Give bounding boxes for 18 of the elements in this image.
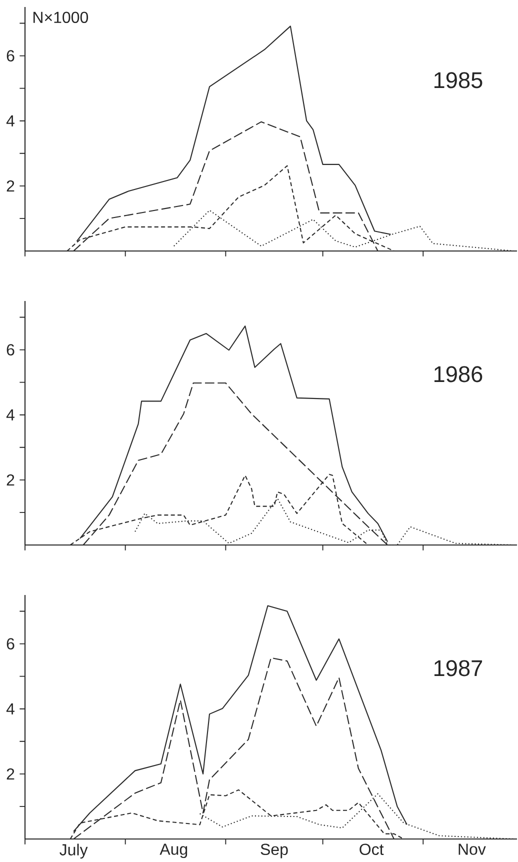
x-tick-label: July bbox=[60, 844, 88, 859]
x-tick-label: Aug bbox=[160, 844, 188, 858]
x-tick-label: Nov bbox=[458, 844, 486, 855]
text: 1985 bbox=[434, 72, 482, 88]
y-tick-label: 6 bbox=[6, 638, 14, 650]
y-tick-label: 2 bbox=[6, 474, 14, 486]
y-tick-label: 6 bbox=[6, 344, 14, 356]
y-tick-label: 4 bbox=[6, 703, 14, 714]
x-tick-label: Sep bbox=[260, 844, 288, 858]
y-axis-title: N×1000 bbox=[33, 12, 88, 24]
x-tick-label: Oct bbox=[360, 844, 384, 856]
y-tick-label: 4 bbox=[6, 115, 14, 126]
y-tick-label: 4 bbox=[6, 409, 14, 420]
text: 1986 bbox=[434, 366, 482, 382]
y-tick-label: 6 bbox=[6, 50, 14, 62]
y-tick-label: 2 bbox=[6, 180, 14, 192]
y-tick-label: 2 bbox=[6, 768, 14, 780]
text: 1987 bbox=[434, 660, 482, 676]
